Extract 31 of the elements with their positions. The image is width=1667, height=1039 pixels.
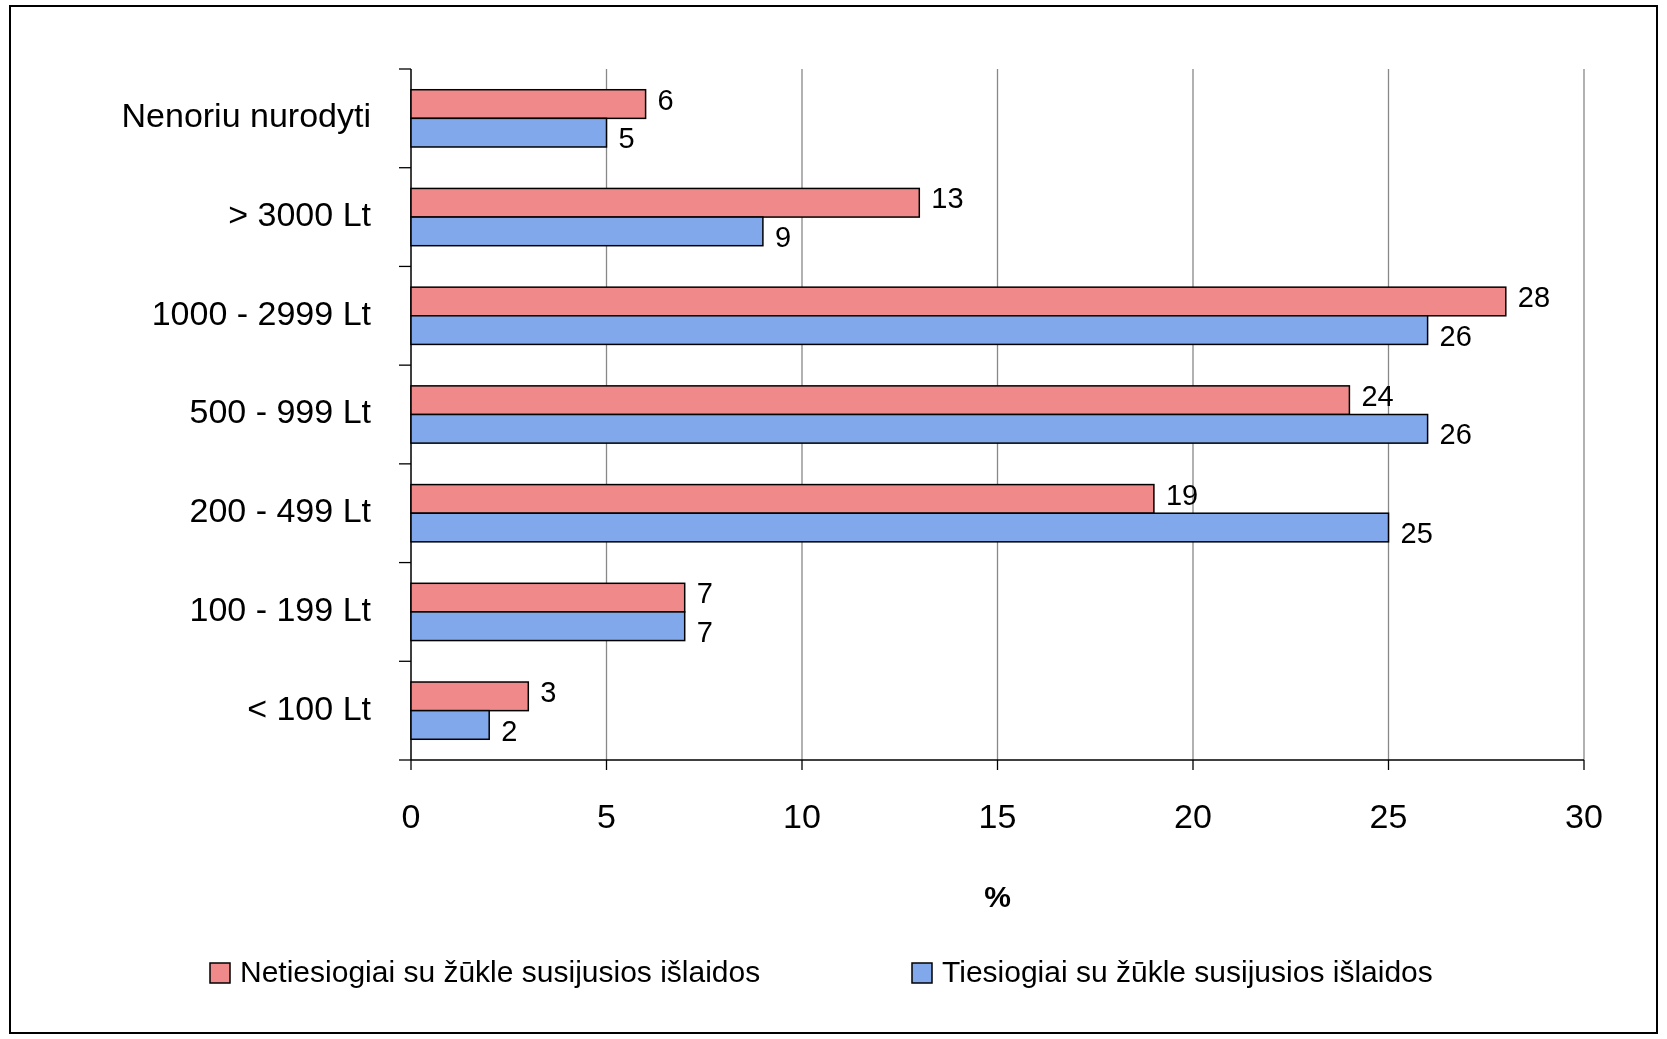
data-label: 28: [1517, 281, 1551, 314]
data-label: 25: [1400, 517, 1433, 550]
data-label: 5: [618, 122, 635, 155]
y-tick-label: 100 - 199 Lt: [189, 589, 372, 628]
y-tick-label: 1000 - 2999 Lt: [151, 293, 372, 332]
data-label: 26: [1439, 319, 1472, 352]
y-tick-label: > 3000 Lt: [228, 195, 372, 234]
y-tick-label: 500 - 999 Lt: [189, 392, 372, 431]
data-label: 24: [1361, 379, 1394, 412]
data-label: 19: [1165, 478, 1199, 511]
y-tick-label: < 100 Lt: [247, 688, 372, 727]
data-label: 13: [931, 182, 964, 215]
x-axis-title: %: [984, 880, 1011, 913]
x-tick-label: 5: [597, 797, 616, 835]
x-tick-label: 0: [401, 797, 421, 835]
x-tick-label: 20: [1174, 797, 1212, 835]
data-label: 26: [1439, 418, 1472, 451]
data-label: 6: [657, 83, 674, 116]
data-label: 3: [540, 675, 557, 708]
data-label: 2: [501, 714, 518, 747]
y-tick-label: Nenoriu nurodyti: [121, 96, 371, 135]
x-tick-label: 25: [1369, 797, 1408, 835]
x-tick-label: 15: [978, 797, 1017, 835]
legend-label: Netiesiogiai su žūkle susijusios išlaidos: [240, 954, 761, 988]
x-tick-label: 10: [783, 797, 821, 835]
data-label: 7: [696, 615, 713, 648]
data-label: 7: [696, 577, 713, 610]
y-tick-label: 200 - 499 Lt: [189, 491, 372, 530]
x-tick-label: 30: [1565, 797, 1603, 835]
legend-label: Tiesiogiai su žūkle susijusios išlaidos: [942, 954, 1433, 988]
data-label: 9: [774, 221, 792, 254]
